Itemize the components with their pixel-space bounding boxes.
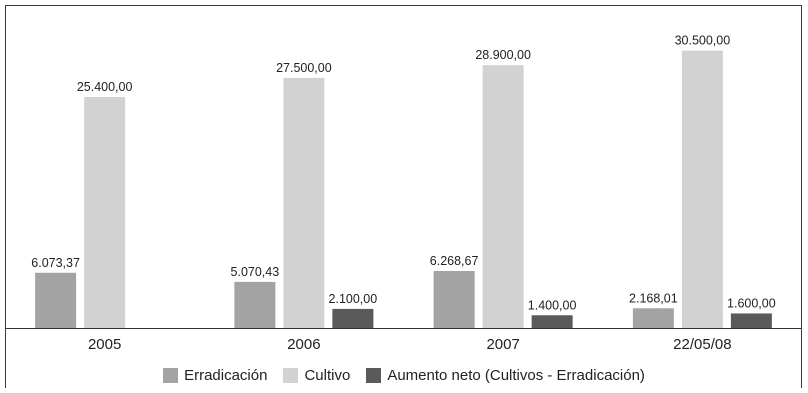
x-tick-label-2: 2007 [486,336,519,353]
bar-cultivo-3 [681,50,723,328]
x-tick-label-0: 2005 [88,336,121,353]
legend-item-cultivo: Cultivo [283,367,350,384]
bar-aumento-neto-1 [332,308,374,328]
value-label-erradicacion-2: 6.268,67 [430,254,479,268]
value-label-aumento-neto-3: 1.600,00 [727,296,776,310]
chart-legend: Erradicación Cultivo Aumento neto (Culti… [0,367,808,384]
value-labels-layer: 6.073,37 25.400,00 5.070,43 27.500,00 2.100,… [31,34,775,313]
bar-erradicacion-1 [234,281,276,328]
bar-aumento-neto-2 [531,315,573,328]
legend-label-cultivo: Cultivo [304,367,351,384]
value-label-erradicacion-3: 2.168,01 [629,291,678,305]
bars-layer [35,50,772,328]
x-tick-label-1: 2006 [287,336,320,353]
bar-erradicacion-2 [433,270,475,328]
legend-label-erradicacion: Erradicación [184,367,268,384]
value-label-cultivo-0: 25.400,00 [77,80,133,94]
bar-cultivo-1 [283,77,325,328]
value-label-aumento-neto-1: 2.100,00 [329,292,378,306]
bar-cultivo-2 [482,65,524,328]
legend-swatch-aumento-neto [366,368,382,383]
legend-label-aumento-neto: Aumento neto (Cultivos - Erradicación) [387,367,645,384]
bar-cultivo-0 [84,96,126,328]
value-label-aumento-neto-2: 1.400,00 [528,298,577,312]
value-label-cultivo-1: 27.500,00 [276,61,332,75]
bar-aumento-neto-3 [730,313,772,328]
legend-swatch-erradicacion [163,368,179,383]
x-tick-labels: 2005 2006 2007 22/05/08 [88,336,732,353]
value-label-cultivo-3: 30.500,00 [675,34,731,48]
legend-item-aumento-neto: Aumento neto (Cultivos - Erradicación) [366,367,645,384]
bar-erradicacion-0 [35,272,77,328]
legend-swatch-cultivo [283,368,299,383]
x-tick-label-3: 22/05/08 [673,336,731,353]
value-label-erradicacion-0: 6.073,37 [31,256,80,270]
legend-item-erradicacion: Erradicación [163,367,267,384]
value-label-erradicacion-1: 5.070,43 [231,265,280,279]
bar-erradicacion-3 [632,308,674,328]
value-label-cultivo-2: 28.900,00 [475,48,531,62]
